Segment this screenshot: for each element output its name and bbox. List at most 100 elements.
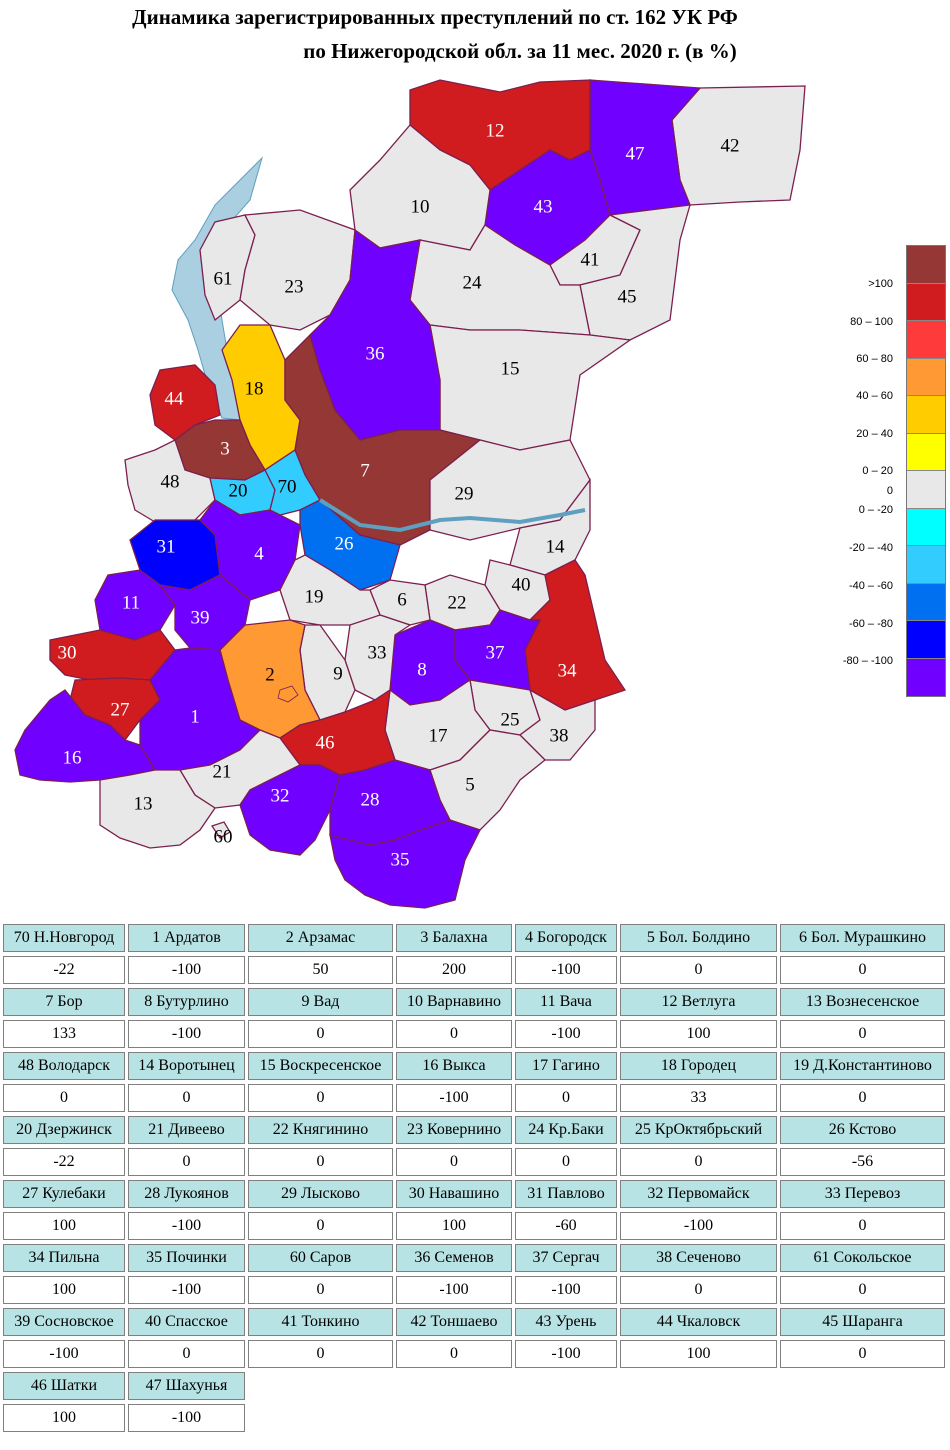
table-header-cell: 47 Шахунья <box>128 1372 245 1400</box>
table-value-cell: 100 <box>620 1340 777 1368</box>
table-header-cell: 2 Арзамас <box>248 924 393 952</box>
table-header-cell: 27 Кулебаки <box>3 1180 125 1208</box>
table-header-cell: 15 Воскресенское <box>248 1052 393 1080</box>
river-line <box>318 498 586 533</box>
table-header-cell: 8 Бутурлино <box>128 988 245 1016</box>
region-label-60: 60 <box>214 826 233 847</box>
legend-swatch <box>907 358 945 396</box>
region-label-13: 13 <box>134 793 153 814</box>
region-23[interactable] <box>239 209 356 331</box>
table-header-cell: 31 Павлово <box>515 1180 617 1208</box>
table-value-cell: -100 <box>620 1212 777 1240</box>
table-value-cell: 0 <box>128 1340 245 1368</box>
table-value-cell: 0 <box>248 1020 393 1048</box>
region-label-33: 33 <box>368 642 387 663</box>
region-label-8: 8 <box>417 659 427 680</box>
legend-swatch <box>907 658 945 696</box>
region-label-17: 17 <box>429 725 448 746</box>
region-label-22: 22 <box>448 592 467 613</box>
table-value-cell: 0 <box>515 1148 617 1176</box>
table-header-cell: 43 Урень <box>515 1308 617 1336</box>
legend-swatch <box>907 546 945 584</box>
table-value-cell: 50 <box>248 956 393 984</box>
legend-label: -80 – -100 <box>842 655 893 667</box>
region-label-46: 46 <box>316 732 335 753</box>
region-label-5: 5 <box>465 774 475 795</box>
table-value-cell: -100 <box>128 956 245 984</box>
table-header-cell: 37 Сергач <box>515 1244 617 1272</box>
region-38[interactable] <box>519 688 596 761</box>
table-header-cell: 39 Сосновское <box>3 1308 125 1336</box>
table-value-cell: -100 <box>515 1340 617 1368</box>
table-value-cell: 100 <box>620 1020 777 1048</box>
table-value-cell: 0 <box>396 1340 512 1368</box>
map-title-line2: по Нижегородской обл. за 11 мес. 2020 г.… <box>303 39 737 63</box>
table-header-cell: 32 Первомайск <box>620 1180 777 1208</box>
legend-label: -40 – -60 <box>848 580 893 592</box>
region-label-37: 37 <box>486 642 505 663</box>
region-label-2: 2 <box>265 664 275 685</box>
region-label-42: 42 <box>721 135 740 156</box>
table-value-cell: 100 <box>3 1404 125 1432</box>
table-header-cell: 3 Балахна <box>396 924 512 952</box>
region-map: 7012345678910111213481415161718192021222… <box>14 79 806 909</box>
region-label-41: 41 <box>581 249 600 270</box>
table-header-cell: 10 Варнавино <box>396 988 512 1016</box>
table-header-cell: 35 Починки <box>128 1244 245 1272</box>
table-value-cell: 0 <box>780 1340 945 1368</box>
region-60[interactable] <box>210 821 231 839</box>
legend-label: 20 – 40 <box>856 428 893 440</box>
region-label-36: 36 <box>366 343 385 364</box>
table-header-cell: 9 Вад <box>248 988 393 1016</box>
table-value-cell: 0 <box>780 956 945 984</box>
region-32[interactable] <box>239 764 341 856</box>
region-label-1: 1 <box>190 706 200 727</box>
region-label-25: 25 <box>501 709 520 730</box>
table-header-cell: 23 Ковернино <box>396 1116 512 1144</box>
legend-label: 80 – 100 <box>850 316 893 328</box>
table-value-cell: 100 <box>3 1276 125 1304</box>
table-value-cell: 0 <box>515 1084 617 1112</box>
region-label-19: 19 <box>305 586 324 607</box>
region-label-38: 38 <box>550 725 569 746</box>
table-header-cell: 70 Н.Новгород <box>3 924 125 952</box>
table-value-cell: 0 <box>128 1084 245 1112</box>
legend-swatch <box>907 396 945 434</box>
region-label-29: 29 <box>455 483 474 504</box>
table-header-cell: 48 Володарск <box>3 1052 125 1080</box>
region-label-61: 61 <box>214 268 233 289</box>
region-label-35: 35 <box>391 849 410 870</box>
region-label-12: 12 <box>486 120 505 141</box>
region-label-15: 15 <box>501 358 520 379</box>
legend-label: 40 – 60 <box>856 390 893 402</box>
region-label-16: 16 <box>63 747 82 768</box>
region-15[interactable] <box>429 324 632 451</box>
table-header-cell: 60 Саров <box>248 1244 393 1272</box>
table-header-cell: 61 Сокольское <box>780 1244 945 1272</box>
region-label-11: 11 <box>122 592 140 613</box>
legend-swatch <box>907 508 945 546</box>
legend-label: 60 – 80 <box>856 353 893 365</box>
table-header-cell: 46 Шатки <box>3 1372 125 1400</box>
region-26[interactable] <box>299 499 401 591</box>
region-label-6: 6 <box>397 589 407 610</box>
table-header-cell: 11 Вача <box>515 988 617 1016</box>
legend-swatch <box>907 246 945 284</box>
table-value-cell: -100 <box>128 1404 245 1432</box>
region-35[interactable] <box>329 819 481 909</box>
region-label-31: 31 <box>157 536 176 557</box>
table-header-cell: 24 Кр.Баки <box>515 1116 617 1144</box>
table-header-cell: 18 Городец <box>620 1052 777 1080</box>
table-value-cell: -100 <box>515 1020 617 1048</box>
table-header-cell: 21 Дивеево <box>128 1116 245 1144</box>
table-value-cell: -100 <box>128 1212 245 1240</box>
region-13[interactable] <box>99 769 216 849</box>
table-value-cell: 0 <box>620 956 777 984</box>
region-19[interactable] <box>279 554 381 626</box>
table-value-cell: -100 <box>515 956 617 984</box>
table-header-cell: 22 Княгинино <box>248 1116 393 1144</box>
table-header-cell: 41 Тонкино <box>248 1308 393 1336</box>
region-label-47: 47 <box>626 143 645 164</box>
region-label-32: 32 <box>271 785 290 806</box>
table-header-cell: 14 Воротынец <box>128 1052 245 1080</box>
